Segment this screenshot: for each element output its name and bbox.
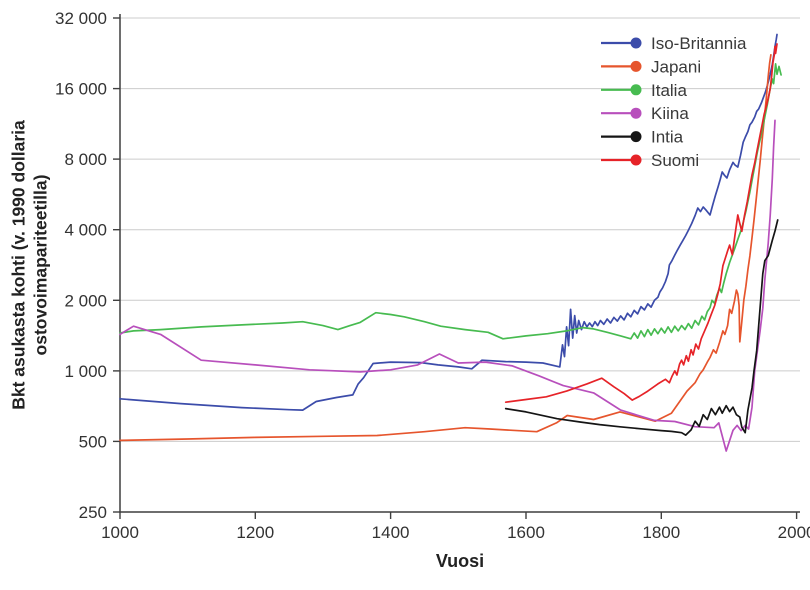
legend-item-kiina: Kiina [601,104,689,123]
x-tick-label-1800: 1800 [642,523,680,542]
legend-label-iso-britannia: Iso-Britannia [651,34,747,53]
y-axis-title-line1: Bkt asukasta kohti (v. 1990 dollaria [8,120,29,410]
y-tick-label-4000: 4 000 [64,221,107,240]
y-tick-label-2000: 2 000 [64,291,107,310]
legend-label-japani: Japani [651,57,701,76]
legend-marker-iso-britannia [630,37,642,49]
y-tick-label-8000: 8 000 [64,150,107,169]
x-tick-label-1600: 1600 [507,523,545,542]
legend-item-italia: Italia [601,81,687,100]
legend-item-japani: Japani [601,57,701,76]
series-lines [119,33,782,452]
legend-label-kiina: Kiina [651,104,689,123]
x-tick-label-1000: 1000 [101,523,139,542]
legend-item-suomi: Suomi [601,151,699,170]
x-tick-label-1200: 1200 [236,523,274,542]
x-axis-title: Vuosi [435,551,485,571]
gridlines [120,17,800,513]
series-kiina [119,119,776,452]
y-tick-label-500: 500 [79,432,107,451]
legend-marker-intia [630,131,642,143]
y-tick-label-1000: 1 000 [64,362,107,381]
y-tick-label-250: 250 [79,503,107,522]
legend-item-intia: Intia [601,128,684,147]
legend-label-suomi: Suomi [651,151,699,170]
legend-marker-japani [630,60,642,72]
legend-marker-suomi [630,154,642,166]
series-japani [119,53,772,442]
legend-item-iso-britannia: Iso-Britannia [601,34,747,53]
y-tick-label-16000: 16 000 [55,80,107,99]
y-tick-label-32000: 32 000 [55,9,107,28]
legend: Iso-Britannia Japani Italia Kiina Intia Suomi [601,34,747,170]
y-axis-title-line2: ostovoimapariteetilla) [31,174,51,356]
series-intia [504,219,779,436]
y-axis-title: Bkt asukasta kohti (v. 1990 dollaria ost… [8,120,53,410]
series-iso-britannia [119,33,778,411]
legend-marker-italia [630,84,642,96]
legend-marker-kiina [630,107,642,119]
x-tick-label-1400: 1400 [372,523,410,542]
axes: 250 500 1 000 2 000 4 000 8 000 16 000 32 000 10… [55,9,810,542]
legend-label-italia: Italia [651,81,687,100]
series-suomi [504,43,778,404]
legend-label-intia: Intia [651,128,684,147]
